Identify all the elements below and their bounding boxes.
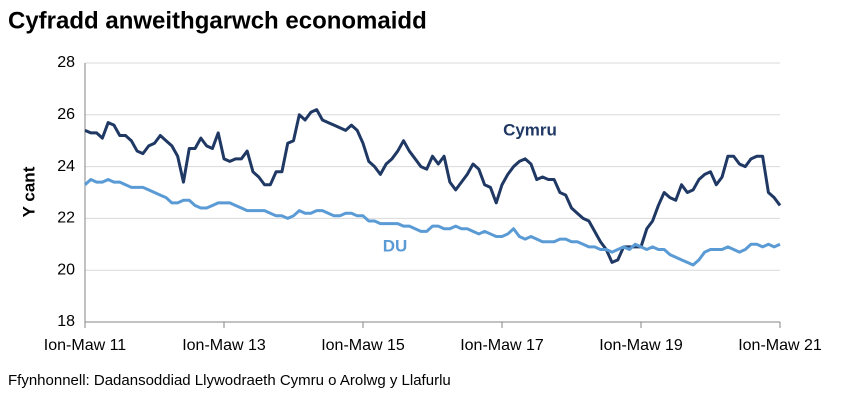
x-tick-label: Ion-Maw 15: [321, 337, 405, 354]
series-label: Cymru: [503, 120, 557, 139]
chart-title: Cyfradd anweithgarwch economaidd: [8, 7, 427, 34]
y-tick-label: 18: [57, 313, 75, 330]
x-tick-label: Ion-Maw 19: [599, 337, 683, 354]
source-note: Ffynhonnell: Dadansoddiad Llywodraeth Cy…: [8, 372, 451, 389]
y-tick-label: 28: [57, 54, 75, 71]
y-tick-label: 20: [57, 261, 75, 278]
series-line: [83, 178, 781, 267]
series-label: DU: [383, 236, 408, 255]
y-axis-label: Y cant: [19, 166, 38, 217]
y-tick-label: 26: [57, 106, 75, 123]
x-tick-label: Ion-Maw 13: [182, 337, 266, 354]
y-tick-label: 24: [57, 158, 75, 175]
x-tick-label: Ion-Maw 17: [460, 337, 544, 354]
series-line: [84, 108, 782, 264]
x-tick-label: Ion-Maw 21: [738, 337, 822, 354]
x-tick-label: Ion-Maw 11: [44, 337, 127, 354]
y-tick-label: 22: [57, 210, 75, 227]
